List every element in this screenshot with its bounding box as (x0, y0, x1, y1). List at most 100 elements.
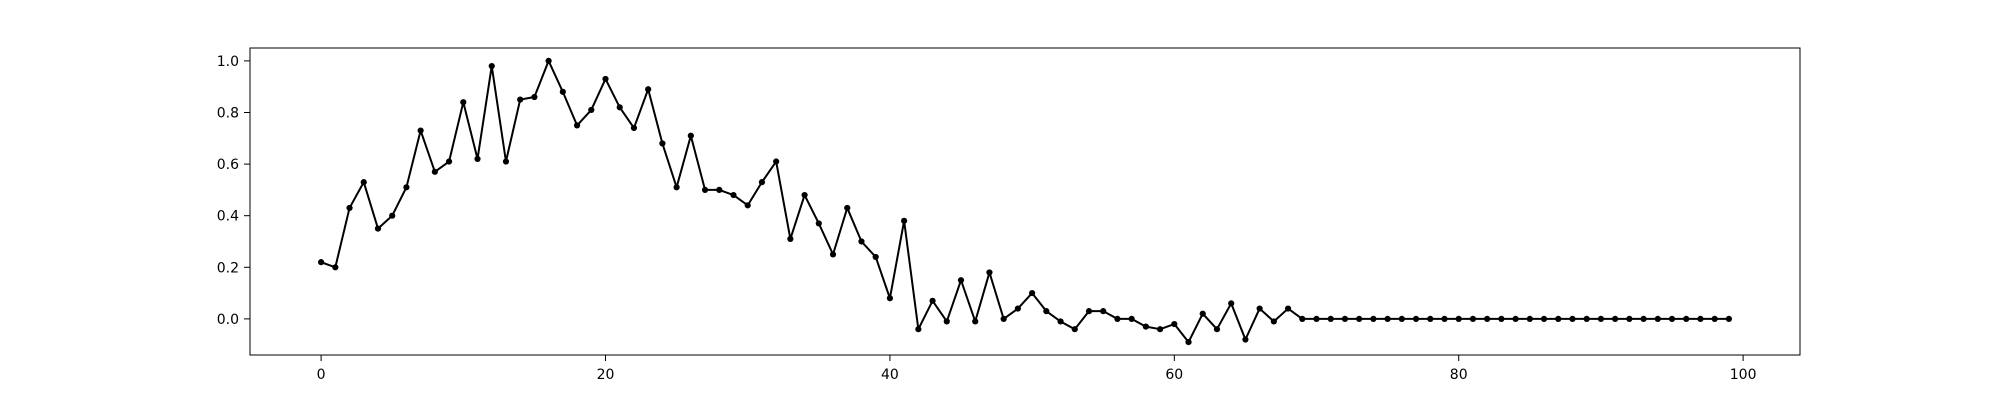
data-point (943, 318, 950, 325)
data-point (1142, 323, 1149, 330)
data-point (744, 202, 751, 209)
data-point (1171, 320, 1178, 328)
data-point (1313, 315, 1320, 322)
x-tick-label: 40 (881, 367, 899, 383)
data-point (1299, 315, 1306, 322)
data-point (1441, 315, 1448, 322)
data-point (1128, 315, 1135, 322)
data-point (573, 122, 581, 129)
data-point (1213, 326, 1221, 333)
data-point (716, 186, 723, 193)
data-point (1683, 315, 1690, 322)
data-point (1583, 315, 1590, 322)
data-point (502, 158, 510, 165)
data-point (1114, 315, 1121, 322)
data-point (844, 204, 851, 212)
data-point (559, 88, 566, 95)
y-tick-label: 0.2 (217, 260, 239, 276)
data-point (1498, 315, 1505, 322)
data-point (1484, 315, 1491, 322)
data-point (972, 318, 979, 325)
data-point (1029, 289, 1036, 297)
data-point (417, 127, 424, 134)
data-point (1156, 326, 1164, 333)
data-point (773, 158, 780, 165)
data-point (1000, 315, 1007, 322)
data-point (701, 186, 709, 193)
data-point (659, 140, 666, 147)
data-point (1654, 315, 1661, 322)
data-point (332, 264, 339, 271)
data-point (1612, 315, 1619, 322)
data-point (1043, 308, 1050, 315)
data-point (1242, 336, 1249, 343)
data-point (815, 220, 822, 227)
y-tick-label: 0.6 (217, 157, 239, 173)
data-point (1341, 315, 1349, 322)
data-point (517, 96, 524, 103)
data-point (1185, 339, 1192, 346)
data-point (1526, 315, 1533, 322)
data-point (758, 179, 766, 186)
data-point (460, 99, 467, 106)
data-point (389, 212, 396, 219)
data-point (1356, 315, 1363, 322)
data-point (602, 75, 609, 83)
data-point (1057, 318, 1064, 325)
data-point (1469, 315, 1477, 322)
data-point (474, 155, 481, 163)
data-point (1100, 308, 1107, 315)
data-point (1512, 315, 1519, 322)
data-point (1697, 315, 1704, 322)
data-point (374, 225, 382, 232)
data-point (1270, 318, 1277, 325)
data-point (1327, 315, 1334, 322)
data-point (1455, 315, 1462, 322)
data-point (1384, 315, 1391, 322)
x-tick-label: 80 (1450, 367, 1468, 383)
data-point (1725, 315, 1732, 322)
y-tick-label: 0.4 (217, 209, 239, 225)
data-point (1412, 315, 1420, 322)
data-point (1014, 305, 1021, 312)
data-point (929, 297, 936, 304)
data-point (1071, 326, 1078, 333)
data-point (1398, 315, 1405, 322)
data-point (588, 106, 595, 114)
data-point (616, 104, 623, 111)
data-point (1569, 315, 1576, 322)
data-point (1668, 315, 1676, 322)
data-point (1228, 300, 1235, 307)
data-point (645, 86, 652, 93)
data-point (915, 326, 922, 333)
x-tick-label: 0 (317, 367, 326, 383)
data-point (346, 204, 353, 212)
data-point (829, 251, 837, 258)
data-point (673, 184, 680, 191)
data-point (1640, 315, 1647, 322)
data-point (360, 179, 367, 186)
data-point (1085, 308, 1093, 315)
data-point (318, 259, 325, 266)
y-axis: 0.0 0.2 0.4 0.6 0.8 1.0 (217, 54, 250, 328)
data-point (986, 269, 993, 276)
data-point (403, 184, 410, 191)
data-point (1626, 315, 1633, 322)
series-line (320, 59, 1730, 344)
y-tick-label: 0.8 (217, 105, 239, 121)
data-point (1199, 310, 1206, 317)
data-point (545, 57, 552, 64)
plot-frame (249, 47, 1801, 356)
x-tick-label: 20 (597, 367, 615, 383)
x-tick-label: 60 (1165, 367, 1183, 383)
data-point (431, 168, 438, 175)
data-point (1284, 305, 1292, 312)
data-point (886, 295, 894, 302)
data-point (445, 158, 453, 165)
data-point (858, 238, 865, 245)
data-point (957, 277, 965, 284)
data-point (1540, 315, 1548, 322)
data-point (687, 132, 694, 139)
